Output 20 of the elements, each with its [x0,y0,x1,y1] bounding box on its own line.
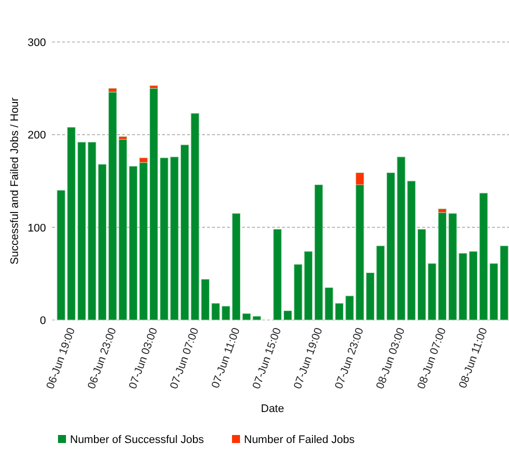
x-tick-label: 08-Jun 07:00 [416,326,449,391]
legend-label: Number of Successful Jobs [70,434,204,446]
y-tick-label: 200 [28,130,46,142]
legend-label: Number of Failed Jobs [244,434,356,446]
x-axis-title: Date [260,403,284,415]
y-tick-label: 100 [28,222,46,234]
y-tick-label: 0 [40,315,46,327]
x-tick-label: 08-Jun 11:00 [457,326,490,390]
x-tick-label: 08-Jun 03:00 [374,326,408,391]
x-tick-label: 06-Jun 19:00 [44,326,78,391]
bar [500,246,508,320]
x-tick-label: 07-Jun 03:00 [126,326,160,391]
x-tick-label: 07-Jun 19:00 [292,326,326,391]
x-tick-label: 07-Jun 11:00 [210,326,243,390]
x-tick-label: 07-Jun 15:00 [250,326,284,391]
x-tick-label: 07-Jun 23:00 [333,326,366,391]
y-axis-title: Successful and Failed Jobs / Hour [9,97,21,264]
x-tick-label: 06-Jun 23:00 [86,326,120,391]
y-tick-label: 300 [28,37,46,49]
x-tick-label: 07-Jun 07:00 [168,326,202,391]
